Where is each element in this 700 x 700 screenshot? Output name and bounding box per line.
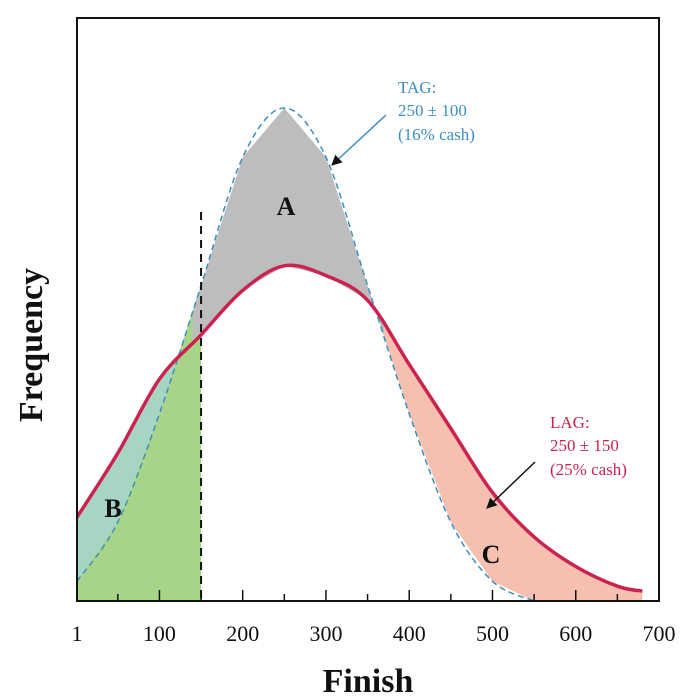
lag-annotation-line-2: 250 ± 150 — [550, 436, 619, 455]
x-tick-label: 400 — [393, 621, 426, 646]
shaded-regions — [77, 108, 643, 601]
x-tick-label: 300 — [309, 621, 342, 646]
region-b-upper-area — [77, 285, 202, 582]
x-tick-label: 500 — [476, 621, 509, 646]
region-label-a: A — [277, 192, 296, 221]
x-axis-ticks — [117, 590, 619, 601]
lag-annotation-line-1: LAG: — [550, 413, 590, 432]
x-tick-label: 200 — [226, 621, 259, 646]
series-line-tag — [77, 107, 535, 601]
region-label-b: B — [104, 494, 121, 523]
lag-annotation-line-3: (25% cash) — [550, 460, 627, 479]
tag-annotation-arrow — [331, 114, 387, 166]
x-tick-label: 100 — [143, 621, 176, 646]
region-c-area — [384, 325, 643, 601]
region-a-area — [192, 108, 385, 344]
lag-annotation: LAG: 250 ± 150 (25% cash) — [486, 413, 627, 509]
lag-annotation-arrow — [486, 461, 536, 509]
tag-annotation-line-1: TAG: — [398, 78, 436, 97]
tag-annotation: TAG: 250 ± 100 (16% cash) — [331, 78, 475, 166]
tag-annotation-line-2: 250 ± 100 — [398, 101, 467, 120]
region-b-area — [77, 285, 202, 601]
x-axis-tick-labels: 1 100 200 300 400 500 600 700 — [72, 621, 676, 646]
region-label-c: C — [482, 540, 501, 569]
x-tick-label: 600 — [559, 621, 592, 646]
y-axis-title: Frequency — [13, 268, 50, 422]
series-line-lag — [77, 263, 643, 593]
series-curves — [77, 107, 643, 601]
tag-annotation-line-3: (16% cash) — [398, 125, 475, 144]
x-axis-title: Finish — [323, 663, 414, 700]
x-tick-label: 700 — [643, 621, 676, 646]
x-tick-label: 1 — [72, 621, 83, 646]
